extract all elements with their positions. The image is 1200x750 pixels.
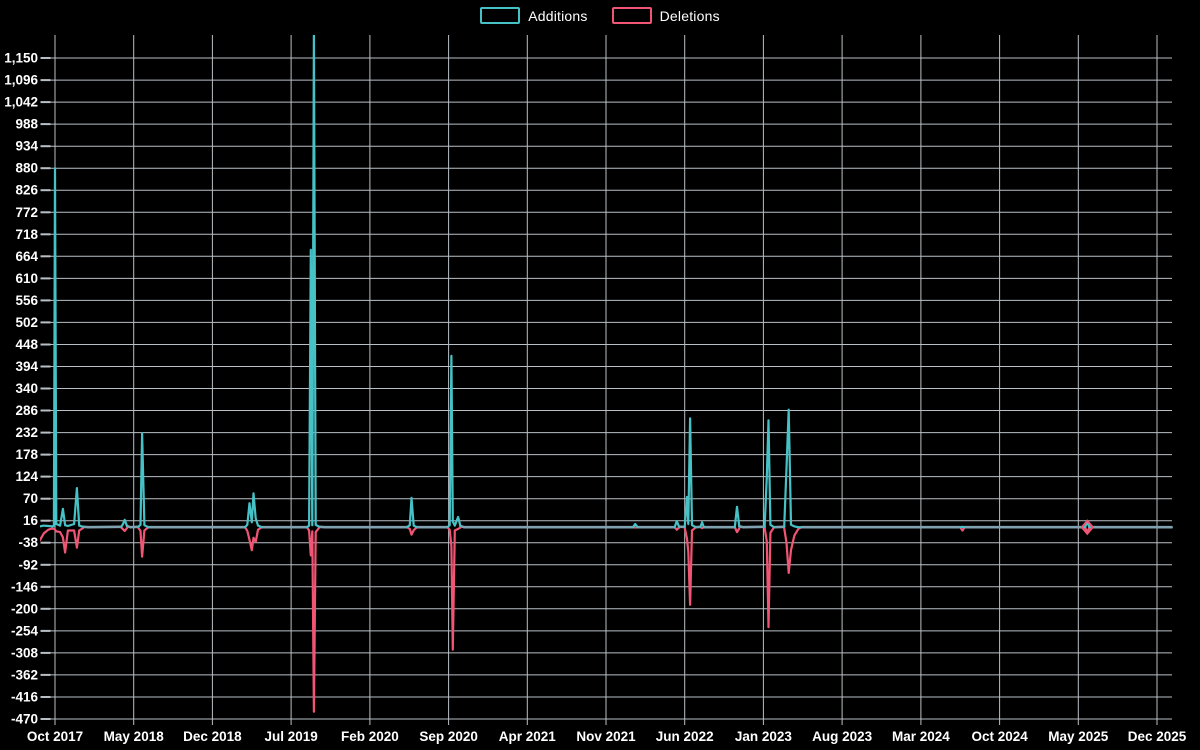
y-axis-label: 502 [15, 315, 38, 330]
deletions-swatch [611, 7, 652, 24]
y-axis-label: -308 [11, 645, 39, 660]
x-axis-label: Feb 2020 [341, 729, 399, 744]
y-axis-label: -92 [18, 557, 38, 572]
y-axis-label: 124 [15, 469, 38, 484]
y-axis-label: 70 [23, 491, 38, 506]
x-axis-label: May 2025 [1048, 729, 1109, 744]
legend-item-additions[interactable]: Additions [480, 7, 587, 24]
y-axis-label: -38 [18, 535, 38, 550]
x-axis-label: Jun 2022 [656, 729, 714, 744]
y-axis-label: 340 [15, 381, 38, 396]
y-axis-label: 178 [15, 447, 38, 462]
y-axis-label: 286 [15, 403, 38, 418]
deletions-line [40, 526, 1091, 713]
y-axis-label: 1,042 [4, 95, 38, 110]
x-axis-label: Sep 2020 [419, 729, 478, 744]
y-axis-label: -416 [11, 690, 39, 705]
y-axis-label: -146 [11, 579, 39, 594]
x-axis-label: Nov 2021 [576, 729, 636, 744]
y-axis-label: 448 [15, 337, 38, 352]
y-axis-label: 772 [15, 205, 38, 220]
y-axis-label: 1,150 [4, 51, 38, 66]
grid: 1,150 1,096 1,042 988 934 880 826 772 718 664 610 5… [4, 35, 1187, 744]
additions-legend-label: Additions [528, 7, 588, 24]
y-axis-label: 718 [15, 227, 38, 242]
x-axis-label: Oct 2017 [27, 729, 83, 744]
y-axis-label: 1,096 [4, 73, 38, 88]
additions-line [40, 35, 1091, 529]
additions-swatch [480, 7, 521, 24]
x-axis-label: Oct 2024 [971, 729, 1028, 744]
deletions-point-marker[interactable] [1080, 519, 1095, 536]
x-axis-label: Dec 2018 [183, 729, 242, 744]
y-axis-label: 880 [15, 161, 38, 176]
y-axis-label: 934 [15, 139, 38, 154]
y-axis-label: 826 [15, 183, 38, 198]
x-axis-label: Aug 2023 [812, 729, 873, 744]
y-axis-label: -470 [11, 712, 38, 727]
x-axis-label: Jul 2019 [264, 729, 317, 744]
legend: Additions Deletions [0, 7, 1200, 24]
y-axis-label: 610 [15, 271, 38, 286]
legend-item-deletions[interactable]: Deletions [611, 7, 720, 24]
baseline-overlap-line [81, 524, 1173, 529]
y-axis-label: 556 [15, 293, 38, 308]
x-axis-label: Mar 2024 [892, 729, 950, 744]
y-axis-label: 988 [15, 117, 38, 132]
x-axis-label: Apr 2021 [499, 729, 557, 744]
y-axis-label: 664 [15, 249, 38, 264]
x-axis-label: May 2018 [104, 729, 165, 744]
y-axis-label: 394 [15, 359, 38, 374]
y-axis-label: -200 [11, 601, 38, 616]
y-axis-label: 16 [23, 513, 39, 528]
series-lines [40, 35, 1173, 713]
x-axis-label: Jan 2023 [735, 729, 793, 744]
y-axis-label: -254 [11, 623, 39, 638]
deletions-legend-label: Deletions [659, 7, 720, 24]
y-axis-label: 232 [15, 425, 38, 440]
y-axis-label: -362 [11, 667, 38, 682]
x-axis-label: Dec 2025 [1128, 729, 1187, 744]
